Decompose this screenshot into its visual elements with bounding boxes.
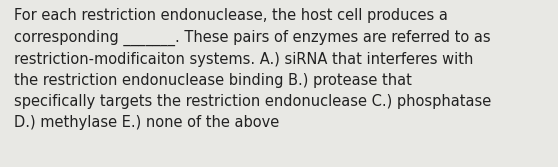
Text: For each restriction endonuclease, the host cell produces a
corresponding ______: For each restriction endonuclease, the h…: [14, 8, 491, 130]
